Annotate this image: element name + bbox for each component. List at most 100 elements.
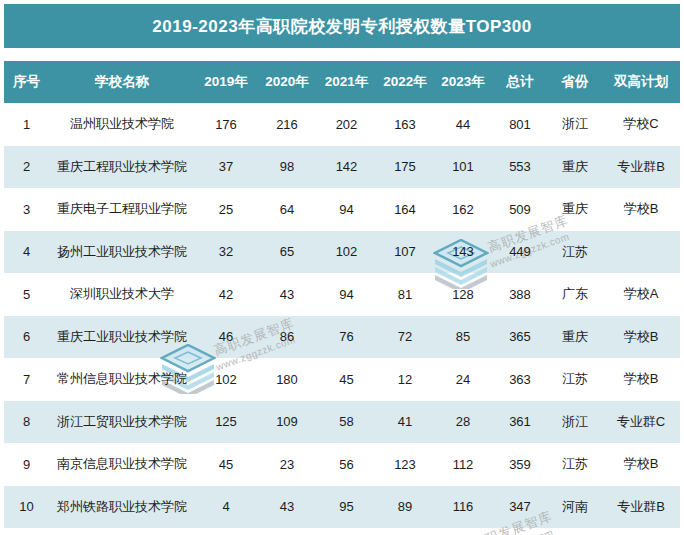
rank-cell: 4 [4, 231, 49, 274]
year-2021-cell: 202 [317, 103, 376, 146]
patent-ranking-table-page: 2019-2023年高职院校发明专利授权数量TOP300 序号 学校名称 201… [0, 0, 684, 535]
column-header-school: 学校名称 [49, 61, 195, 103]
province-cell: 浙江 [548, 401, 602, 444]
year-2022-cell: 41 [376, 401, 434, 444]
year-2020-cell: 43 [257, 486, 317, 529]
province-cell: 浙江 [548, 103, 602, 146]
year-2020-cell: 180 [257, 358, 317, 401]
school-name-cell: 浙江工贸职业技术学院 [49, 401, 195, 444]
column-header-2021: 2021年 [317, 61, 376, 103]
column-header-2022: 2022年 [376, 61, 434, 103]
province-cell: 广东 [548, 273, 602, 316]
year-2020-cell: 98 [257, 146, 317, 189]
double-high-plan-cell: 学校B [602, 316, 680, 359]
year-2020-cell: 216 [257, 103, 317, 146]
year-2020-cell: 86 [257, 316, 317, 359]
year-2019-cell: 25 [195, 188, 257, 231]
rank-cell: 3 [4, 188, 49, 231]
total-cell: 361 [492, 401, 548, 444]
province-cell: 河南 [548, 486, 602, 529]
year-2019-cell: 32 [195, 231, 257, 274]
year-2019-cell: 4 [195, 486, 257, 529]
double-high-plan-cell: 学校C [602, 103, 680, 146]
school-name-cell: 郑州铁路职业技术学院 [49, 486, 195, 529]
rank-cell: 2 [4, 146, 49, 189]
total-cell: 509 [492, 188, 548, 231]
year-2023-cell: 44 [434, 103, 492, 146]
year-2019-cell: 45 [195, 443, 257, 486]
column-header-double-high-plan: 双高计划 [602, 61, 680, 103]
rank-cell: 7 [4, 358, 49, 401]
year-2019-cell: 37 [195, 146, 257, 189]
year-2023-cell: 101 [434, 146, 492, 189]
year-2020-cell: 43 [257, 273, 317, 316]
total-cell: 801 [492, 103, 548, 146]
year-2020-cell: 64 [257, 188, 317, 231]
school-name-cell: 重庆工程职业技术学院 [49, 146, 195, 189]
rank-cell: 9 [4, 443, 49, 486]
school-name-cell: 常州信息职业技术学院 [49, 358, 195, 401]
year-2022-cell: 123 [376, 443, 434, 486]
year-2019-cell: 46 [195, 316, 257, 359]
column-header-2023: 2023年 [434, 61, 492, 103]
year-2021-cell: 102 [317, 231, 376, 274]
province-cell: 江苏 [548, 443, 602, 486]
year-2019-cell: 102 [195, 358, 257, 401]
table-header-row: 序号 学校名称 2019年 2020年 2021年 2022年 2023年 总计… [4, 61, 680, 103]
province-cell: 江苏 [548, 358, 602, 401]
double-high-plan-cell [602, 231, 680, 274]
year-2023-cell: 143 [434, 231, 492, 274]
total-cell: 359 [492, 443, 548, 486]
year-2020-cell: 109 [257, 401, 317, 444]
year-2022-cell: 12 [376, 358, 434, 401]
year-2023-cell: 24 [434, 358, 492, 401]
table-row: 1 温州职业技术学院 176 216 202 163 44 801 浙江 学校C [4, 103, 680, 146]
year-2021-cell: 56 [317, 443, 376, 486]
year-2021-cell: 95 [317, 486, 376, 529]
total-cell: 363 [492, 358, 548, 401]
school-name-cell: 扬州工业职业技术学院 [49, 231, 195, 274]
total-cell: 347 [492, 486, 548, 529]
year-2021-cell: 94 [317, 273, 376, 316]
table-row: 3 重庆电子工程职业学院 25 64 94 164 162 509 重庆 学校B [4, 188, 680, 231]
year-2023-cell: 112 [434, 443, 492, 486]
total-cell: 449 [492, 231, 548, 274]
table-row: 7 常州信息职业技术学院 102 180 45 12 24 363 江苏 学校B [4, 358, 680, 401]
table-row: 9 南京信息职业技术学院 45 23 56 123 112 359 江苏 学校B [4, 443, 680, 486]
year-2022-cell: 72 [376, 316, 434, 359]
year-2021-cell: 76 [317, 316, 376, 359]
double-high-plan-cell: 学校B [602, 358, 680, 401]
year-2019-cell: 42 [195, 273, 257, 316]
year-2022-cell: 107 [376, 231, 434, 274]
double-high-plan-cell: 学校A [602, 273, 680, 316]
rank-cell: 5 [4, 273, 49, 316]
column-header-2020: 2020年 [257, 61, 317, 103]
total-cell: 553 [492, 146, 548, 189]
total-cell: 388 [492, 273, 548, 316]
table-row: 4 扬州工业职业技术学院 32 65 102 107 143 449 江苏 [4, 231, 680, 274]
column-header-rank: 序号 [4, 61, 49, 103]
year-2021-cell: 45 [317, 358, 376, 401]
year-2022-cell: 164 [376, 188, 434, 231]
table-body: 1 温州职业技术学院 176 216 202 163 44 801 浙江 学校C… [4, 103, 680, 528]
year-2023-cell: 28 [434, 401, 492, 444]
year-2019-cell: 176 [195, 103, 257, 146]
double-high-plan-cell: 学校B [602, 443, 680, 486]
rank-cell: 1 [4, 103, 49, 146]
column-header-2019: 2019年 [195, 61, 257, 103]
year-2021-cell: 58 [317, 401, 376, 444]
rank-cell: 8 [4, 401, 49, 444]
total-cell: 365 [492, 316, 548, 359]
school-name-cell: 南京信息职业技术学院 [49, 443, 195, 486]
school-name-cell: 重庆工业职业技术学院 [49, 316, 195, 359]
year-2020-cell: 23 [257, 443, 317, 486]
year-2023-cell: 116 [434, 486, 492, 529]
province-cell: 重庆 [548, 146, 602, 189]
table-row: 10 郑州铁路职业技术学院 4 43 95 89 116 347 河南 专业群B [4, 486, 680, 529]
school-name-cell: 重庆电子工程职业学院 [49, 188, 195, 231]
table-row: 8 浙江工贸职业技术学院 125 109 58 41 28 361 浙江 专业群… [4, 401, 680, 444]
year-2021-cell: 142 [317, 146, 376, 189]
year-2020-cell: 65 [257, 231, 317, 274]
year-2022-cell: 163 [376, 103, 434, 146]
year-2022-cell: 175 [376, 146, 434, 189]
